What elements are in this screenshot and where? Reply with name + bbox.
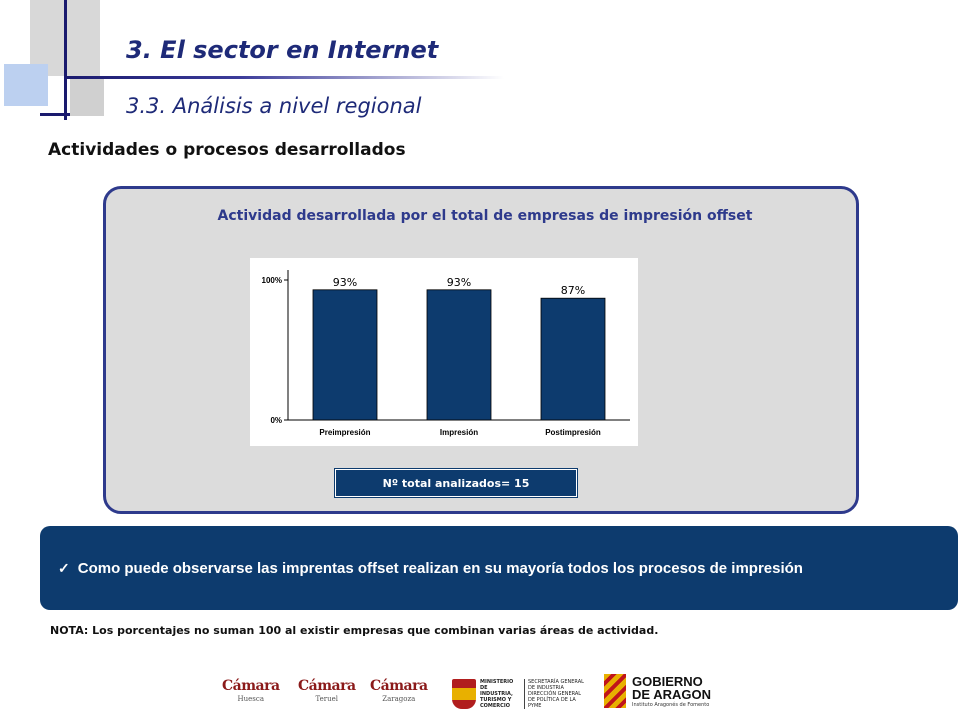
gobierno-line2: DE ARAGON (632, 686, 711, 702)
category-label: Postimpresión (545, 428, 601, 437)
decor-square-lightblue (4, 64, 48, 106)
camara-logo-word: Cámara (222, 678, 280, 694)
bar (540, 297, 606, 421)
conclusion-box: ✓ Como puede observarse las imprentas of… (40, 526, 958, 610)
bar (312, 289, 378, 421)
secretaria-name: SECRETARÍA GENERAL DE INDUSTRIA DIRECCIÓ… (524, 679, 588, 709)
camara-logo-word: Cámara (370, 678, 428, 694)
gobierno-line1: GOBIERNO (632, 673, 703, 689)
data-label: 93% (447, 276, 471, 289)
aragon-flag-icon (604, 674, 626, 708)
total-analyzed-badge: Nº total analizados= 15 (334, 468, 578, 498)
decor-square-grey-small (70, 76, 104, 116)
camara-logo-city: Zaragoza (382, 695, 416, 703)
ministerio-name: MINISTERIO DE INDUSTRIA, TURISMO Y COMER… (480, 679, 514, 709)
category-label: Preimpresión (319, 428, 370, 437)
checkmark-icon: ✓ (58, 559, 70, 576)
decor-horizontal-line-short (40, 113, 70, 116)
bar-chart: 100% 0% 93% Preimpresión 93% Impresión 87% Post… (250, 258, 638, 446)
y-tick-label: 0% (270, 416, 282, 425)
page-title: 3. El sector en Internet (126, 36, 439, 64)
gobierno-sub: Instituto Aragonés de Fomento (632, 701, 710, 708)
camara-teruel-logo: Cámara Teruel (298, 678, 356, 712)
spain-shield-icon (452, 679, 476, 709)
chart-title: Actividad desarrollada por el total de e… (217, 208, 753, 224)
page-subtitle: 3.3. Análisis a nivel regional (126, 94, 422, 118)
category-label: Impresión (440, 428, 478, 437)
camara-logo-city: Huesca (237, 695, 264, 703)
gobierno-aragon-logo: GOBIERNO DE ARAGON Instituto Aragonés de… (604, 674, 711, 708)
decor-vertical-line (64, 0, 67, 120)
data-label: 93% (333, 276, 357, 289)
bar (426, 289, 492, 421)
y-tick-label: 100% (262, 276, 282, 285)
camara-zaragoza-logo: Cámara Zaragoza (370, 678, 428, 712)
decor-horizontal-line (64, 76, 504, 79)
camara-huesca-logo: Cámara Huesca (222, 678, 280, 712)
camara-logo-word: Cámara (298, 678, 356, 694)
camara-logo-city: Teruel (315, 695, 339, 703)
footnote: NOTA: Los porcentajes no suman 100 al ex… (50, 624, 659, 637)
data-label: 87% (561, 284, 585, 297)
ministerio-logo: MINISTERIO DE INDUSTRIA, TURISMO Y COMER… (452, 676, 590, 712)
section-heading: Actividades o procesos desarrollados (48, 140, 406, 160)
conclusion-text: Como puede observarse las imprentas offs… (77, 559, 803, 577)
